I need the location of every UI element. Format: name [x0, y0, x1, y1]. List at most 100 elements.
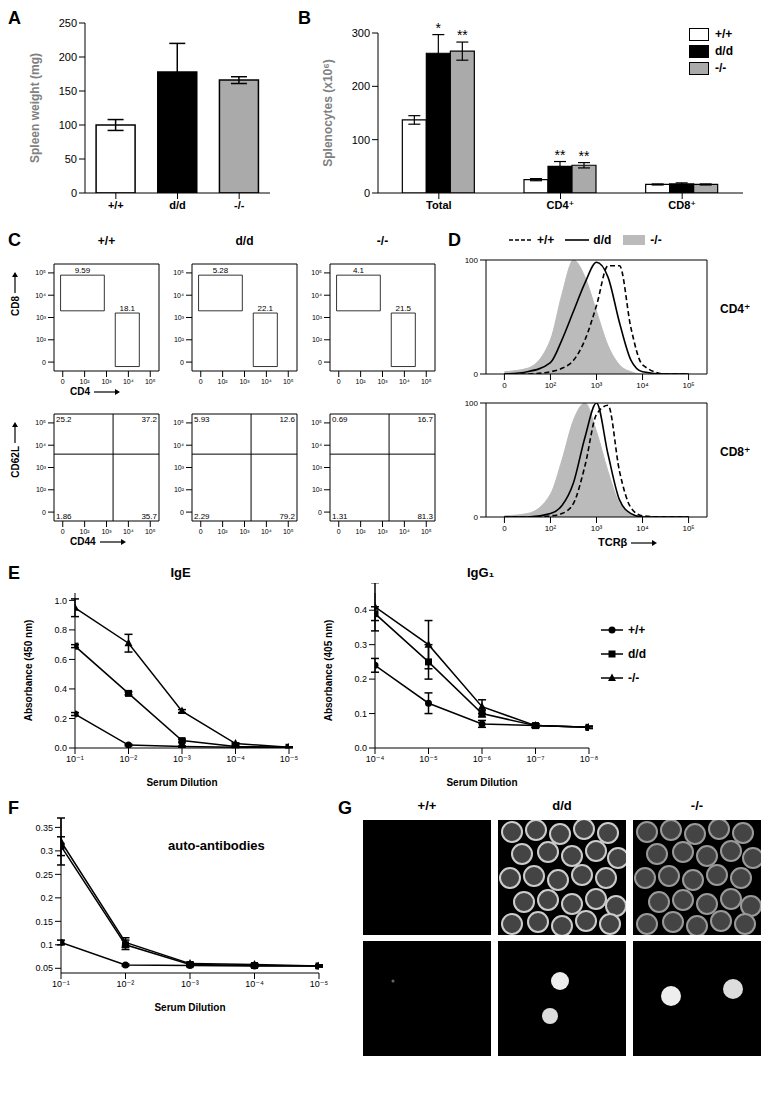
svg-text:10⁻⁵: 10⁻⁵ — [280, 754, 299, 764]
svg-text:10⁵: 10⁵ — [145, 378, 156, 385]
svg-text:10⁻²: 10⁻² — [117, 979, 135, 989]
svg-text:10⁵: 10⁵ — [682, 381, 694, 390]
svg-text:10²: 10² — [36, 336, 47, 343]
svg-text:Absorbance (450 nm): Absorbance (450 nm) — [23, 620, 34, 722]
svg-text:0: 0 — [42, 359, 46, 366]
svg-text:10³: 10³ — [591, 381, 603, 390]
svg-text:0.05: 0.05 — [35, 963, 53, 973]
svg-text:**: ** — [579, 148, 590, 164]
svg-text:10⁴: 10⁴ — [35, 442, 46, 449]
svg-text:10²: 10² — [312, 336, 323, 343]
svg-text:0: 0 — [364, 187, 370, 199]
svg-text:0: 0 — [61, 378, 65, 385]
svg-text:0.8: 0.8 — [54, 625, 67, 635]
svg-text:10⁴: 10⁴ — [311, 292, 322, 299]
svg-text:10³: 10³ — [377, 378, 388, 385]
svg-text:10⁻³: 10⁻³ — [173, 754, 191, 764]
svg-text:100: 100 — [352, 134, 370, 146]
svg-text:10²: 10² — [218, 528, 229, 535]
svg-text:10⁻¹: 10⁻¹ — [66, 754, 84, 764]
svg-text:10⁵: 10⁵ — [35, 269, 46, 276]
svg-text:200: 200 — [59, 51, 77, 63]
svg-text:1.31: 1.31 — [332, 512, 348, 521]
svg-text:10⁵: 10⁵ — [145, 528, 156, 535]
svg-text:0.2: 0.2 — [54, 714, 67, 724]
svg-text:200: 200 — [352, 80, 370, 92]
svg-text:10⁻⁵: 10⁻⁵ — [419, 754, 438, 764]
svg-text:0: 0 — [199, 528, 203, 535]
svg-text:10⁴: 10⁴ — [636, 381, 649, 390]
svg-text:10⁵: 10⁵ — [421, 528, 432, 535]
svg-text:Total: Total — [426, 199, 451, 211]
svg-text:10³: 10³ — [591, 524, 603, 533]
svg-text:0: 0 — [337, 528, 341, 535]
svg-text:Serum Dilution: Serum Dilution — [146, 777, 217, 788]
svg-text:0.69: 0.69 — [332, 415, 348, 424]
svg-text:100: 100 — [465, 399, 479, 408]
svg-text:10²: 10² — [80, 528, 91, 535]
svg-text:10⁵: 10⁵ — [173, 269, 184, 276]
svg-text:10⁵: 10⁵ — [283, 378, 294, 385]
svg-text:10⁴: 10⁴ — [123, 528, 134, 535]
svg-text:10³: 10³ — [312, 464, 323, 471]
svg-text:10³: 10³ — [312, 314, 323, 321]
svg-text:10⁴: 10⁴ — [399, 528, 410, 535]
svg-text:10⁻⁷: 10⁻⁷ — [526, 754, 544, 764]
svg-text:0.3: 0.3 — [354, 640, 367, 650]
svg-text:0: 0 — [180, 359, 184, 366]
svg-text:150: 150 — [59, 85, 77, 97]
svg-text:16.7: 16.7 — [417, 415, 433, 424]
svg-text:0: 0 — [61, 528, 65, 535]
svg-text:10³: 10³ — [239, 528, 250, 535]
svg-text:10²: 10² — [545, 381, 557, 390]
svg-text:0: 0 — [502, 524, 507, 533]
svg-text:0.2: 0.2 — [40, 893, 53, 903]
svg-text:10²: 10² — [174, 336, 185, 343]
svg-text:-/-: -/- — [234, 199, 245, 211]
svg-text:0: 0 — [71, 187, 77, 199]
svg-text:10⁻⁵: 10⁻⁵ — [310, 979, 329, 989]
svg-text:0: 0 — [502, 381, 507, 390]
svg-text:**: ** — [555, 147, 566, 163]
svg-text:9.59: 9.59 — [75, 266, 91, 275]
svg-text:100: 100 — [59, 119, 77, 131]
svg-text:0.1: 0.1 — [40, 940, 53, 950]
svg-text:10³: 10³ — [101, 528, 112, 535]
svg-text:250: 250 — [59, 17, 77, 29]
svg-text:12.6: 12.6 — [279, 415, 295, 424]
svg-text:10⁴: 10⁴ — [35, 292, 46, 299]
svg-text:37.2: 37.2 — [141, 415, 157, 424]
svg-text:*: * — [436, 20, 442, 36]
svg-text:+/+: +/+ — [108, 199, 124, 211]
svg-text:10²: 10² — [312, 486, 323, 493]
svg-text:0.15: 0.15 — [35, 917, 53, 927]
svg-text:21.5: 21.5 — [395, 304, 411, 313]
svg-text:10²: 10² — [80, 378, 91, 385]
svg-text:10³: 10³ — [36, 314, 47, 321]
svg-text:10⁴: 10⁴ — [636, 524, 649, 533]
svg-text:10²: 10² — [545, 524, 557, 533]
svg-text:CD8⁺: CD8⁺ — [668, 199, 696, 211]
svg-text:0: 0 — [318, 509, 322, 516]
svg-text:10⁴: 10⁴ — [261, 378, 272, 385]
svg-text:10³: 10³ — [174, 464, 185, 471]
svg-text:10²: 10² — [174, 486, 185, 493]
svg-text:10⁴: 10⁴ — [173, 442, 184, 449]
svg-text:10²: 10² — [356, 528, 367, 535]
svg-text:10⁴: 10⁴ — [311, 442, 322, 449]
svg-text:**: ** — [457, 27, 468, 43]
svg-text:Absorbance (405 nm): Absorbance (405 nm) — [323, 620, 334, 722]
svg-text:10⁴: 10⁴ — [173, 292, 184, 299]
svg-text:2.29: 2.29 — [194, 512, 210, 521]
svg-text:50: 50 — [65, 153, 77, 165]
svg-text:0.4: 0.4 — [54, 684, 67, 694]
svg-text:10⁻²: 10⁻² — [120, 754, 138, 764]
svg-text:81.3: 81.3 — [417, 512, 433, 521]
svg-text:10⁴: 10⁴ — [261, 528, 272, 535]
svg-text:10⁵: 10⁵ — [421, 378, 432, 385]
svg-text:10⁵: 10⁵ — [682, 524, 694, 533]
svg-text:5.28: 5.28 — [213, 266, 229, 275]
svg-text:10⁻¹: 10⁻¹ — [52, 979, 70, 989]
svg-text:0: 0 — [337, 378, 341, 385]
svg-text:CD4⁺: CD4⁺ — [547, 199, 575, 211]
